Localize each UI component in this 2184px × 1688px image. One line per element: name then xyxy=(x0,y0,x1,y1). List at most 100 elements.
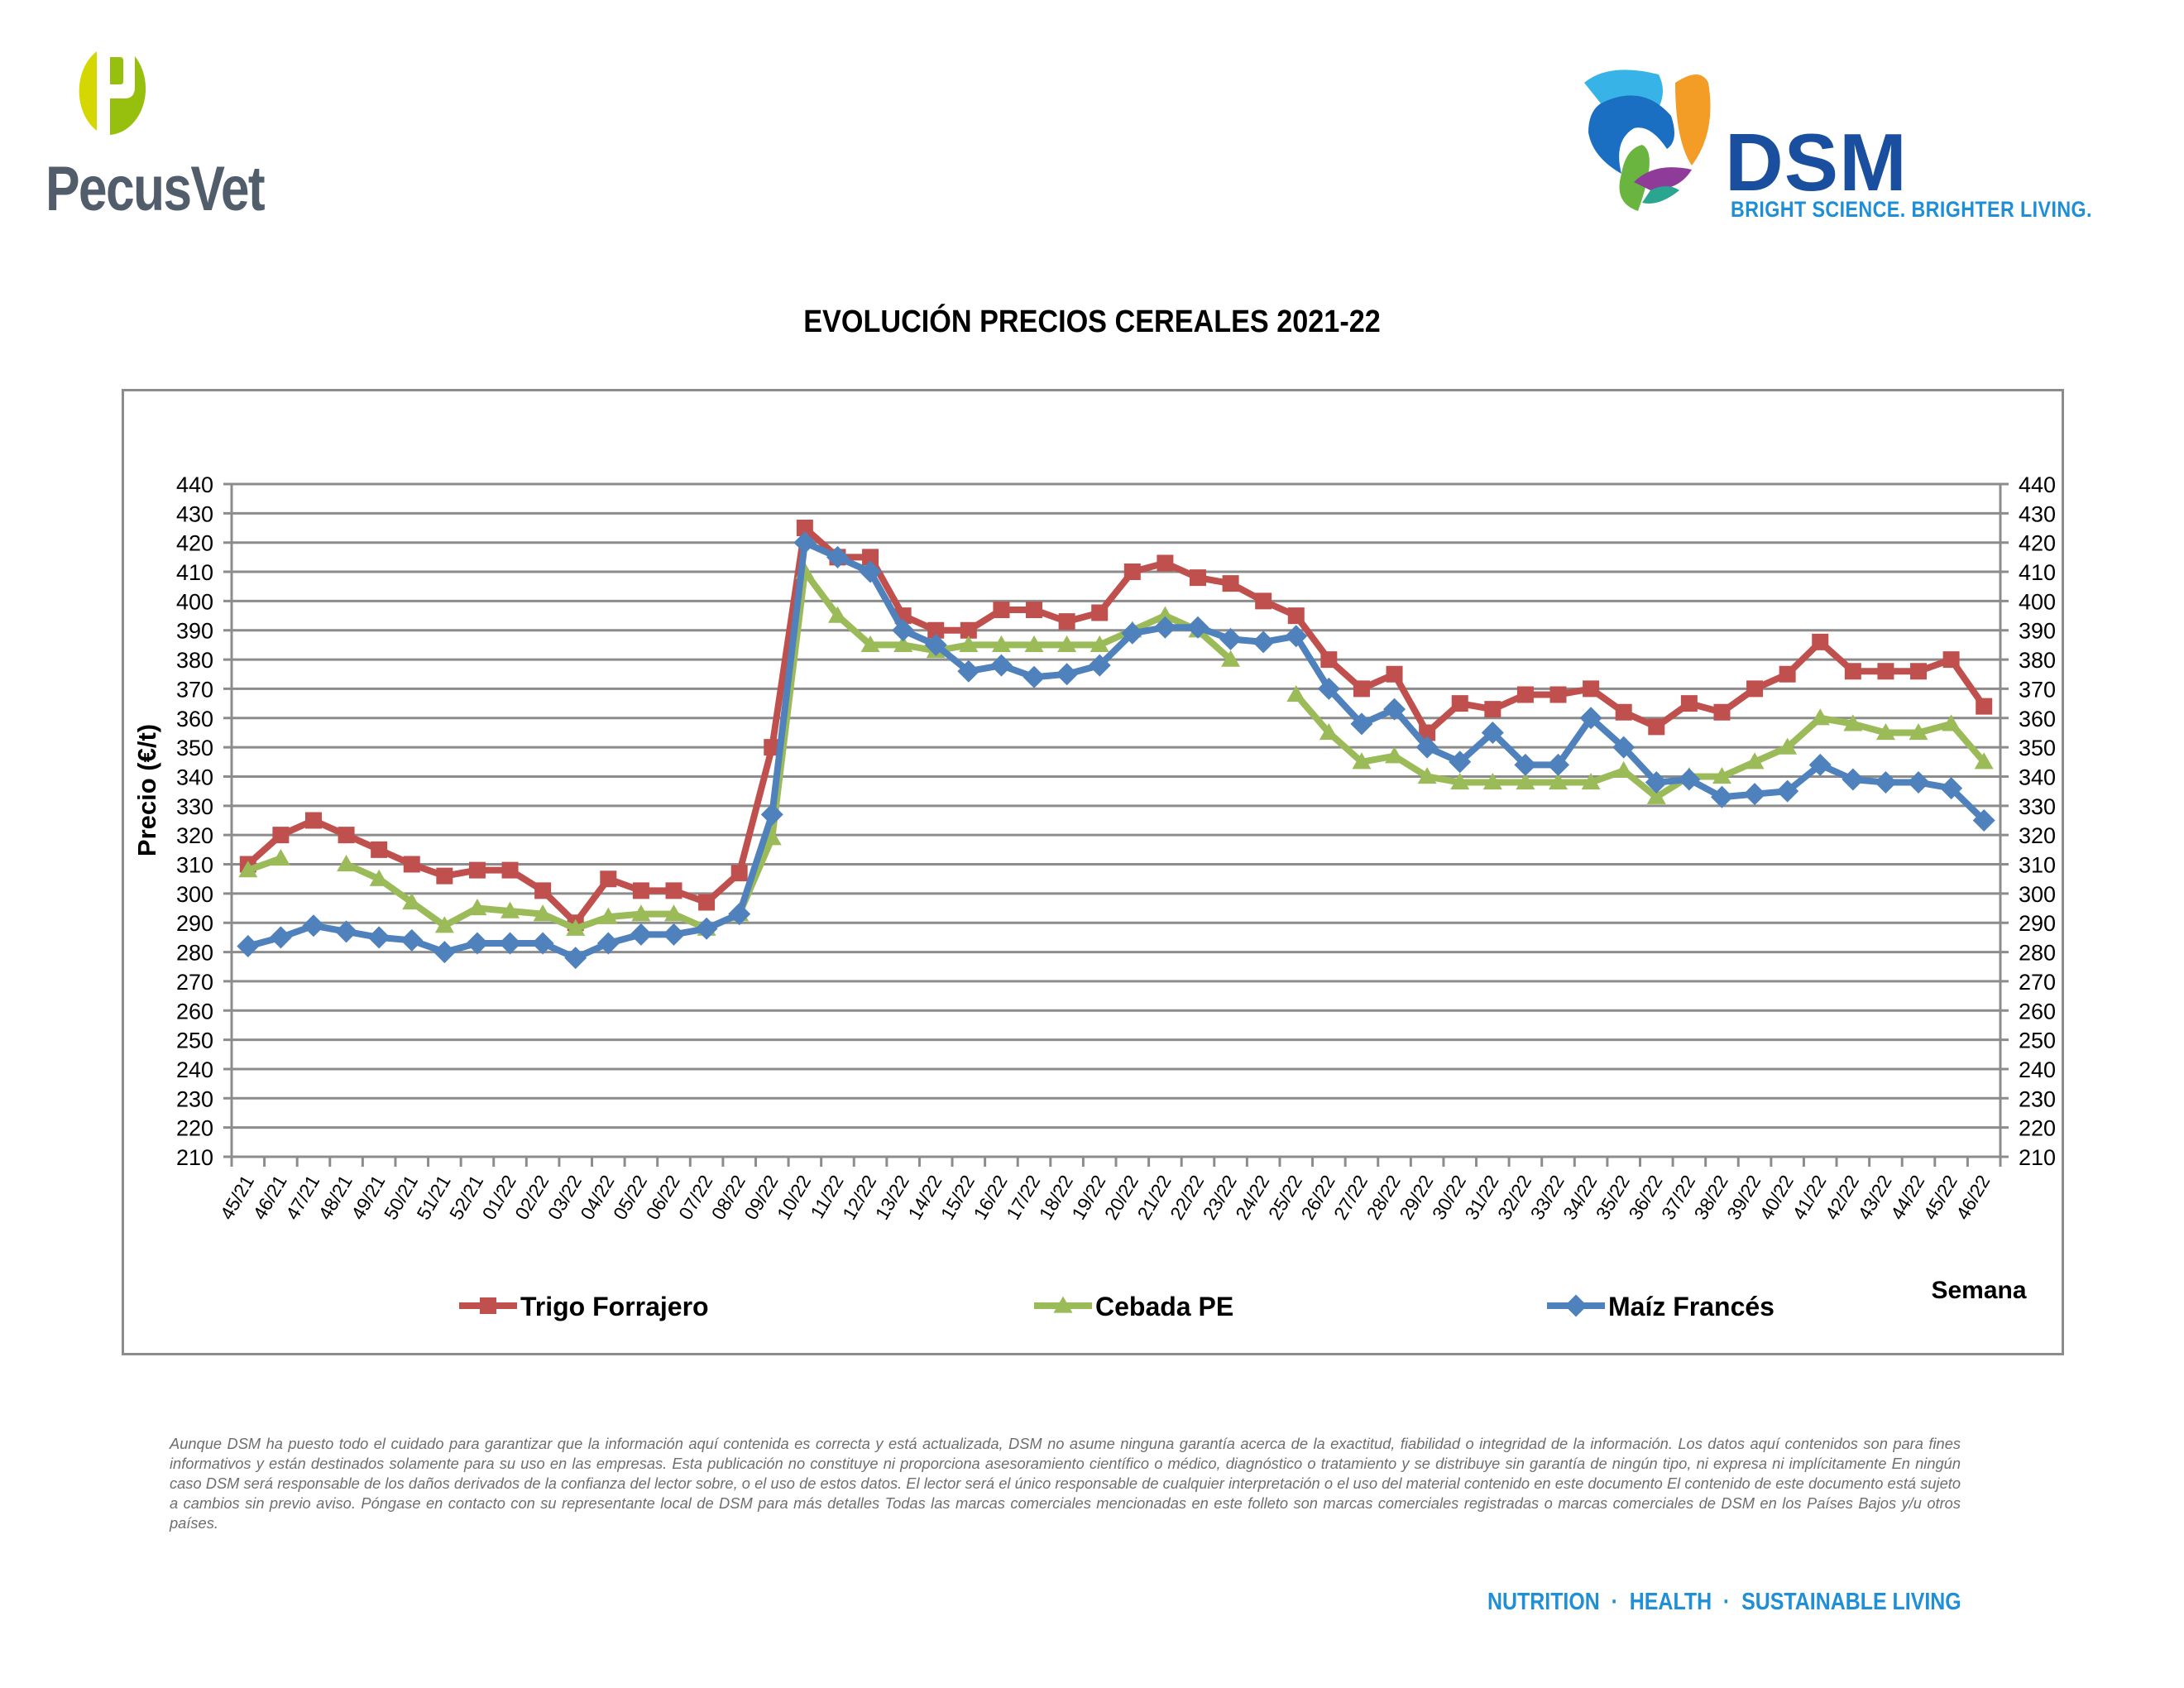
x-axis-label: Semana xyxy=(1931,1277,2026,1304)
data-point xyxy=(1056,663,1079,686)
x-tick-label: 30/22 xyxy=(1428,1172,1470,1224)
y-tick-label-right: 300 xyxy=(2019,882,2056,907)
data-point xyxy=(1024,635,1044,653)
data-point xyxy=(1875,722,1895,741)
data-point xyxy=(1648,718,1665,736)
y-axis-label: Precio (€/t) xyxy=(132,724,161,856)
data-point xyxy=(436,867,453,885)
data-point xyxy=(269,926,292,949)
data-point xyxy=(1320,651,1338,669)
y-tick-label-left: 370 xyxy=(176,677,213,702)
y-tick-label-right: 420 xyxy=(2019,531,2056,556)
x-tick-label: 42/22 xyxy=(1821,1172,1863,1224)
y-tick-label-right: 230 xyxy=(2019,1086,2056,1111)
data-point xyxy=(304,812,322,829)
data-point xyxy=(1746,680,1764,698)
disclaimer-text: Aunque DSM ha puesto todo el cuidado par… xyxy=(170,1435,1961,1532)
data-point xyxy=(1484,701,1502,718)
pecusvet-logo-icon xyxy=(79,51,146,135)
y-tick-label-left: 400 xyxy=(176,589,213,614)
x-tick-label: 43/22 xyxy=(1853,1172,1895,1224)
data-point xyxy=(402,892,422,910)
data-point xyxy=(631,904,651,922)
y-tick-label-left: 320 xyxy=(176,823,213,848)
x-tick-label: 29/22 xyxy=(1395,1172,1437,1224)
y-tick-label-right: 410 xyxy=(2019,560,2056,585)
data-point xyxy=(1974,752,1994,770)
data-point xyxy=(271,848,290,866)
data-point xyxy=(1745,752,1765,770)
data-point xyxy=(1123,563,1141,581)
y-tick-label-right: 310 xyxy=(2019,853,2056,878)
data-point xyxy=(403,856,420,873)
x-tick-label: 03/22 xyxy=(544,1172,586,1224)
data-point xyxy=(1942,651,1960,669)
y-axis-left-ticks: 440 430 420 410 400 390 380 370 360 350 340 330 320 3… xyxy=(176,472,213,1170)
data-point xyxy=(1058,613,1075,631)
data-point xyxy=(1057,635,1077,653)
y-tick-label-left: 420 xyxy=(176,531,213,556)
x-tick-label: 26/22 xyxy=(1296,1172,1339,1224)
x-tick-label: 48/21 xyxy=(314,1172,357,1224)
data-point xyxy=(1808,753,1832,776)
data-point xyxy=(957,659,980,683)
data-point xyxy=(1842,768,1865,791)
data-point xyxy=(762,828,782,846)
x-tick-label: 02/22 xyxy=(510,1172,553,1224)
x-tick-label: 27/22 xyxy=(1329,1172,1372,1224)
data-point xyxy=(764,739,781,756)
y-tick-label-right: 430 xyxy=(2019,501,2056,526)
y-tick-label-right: 370 xyxy=(2019,677,2056,702)
y-tick-label-right: 440 xyxy=(2019,472,2056,497)
data-point xyxy=(1386,665,1403,683)
data-point xyxy=(1417,766,1437,784)
data-point xyxy=(302,914,325,938)
data-point xyxy=(1222,575,1239,592)
y-tick-label-left: 250 xyxy=(176,1029,213,1053)
y-tick-label-left: 340 xyxy=(176,765,213,789)
data-point xyxy=(1317,677,1340,700)
y-tick-label-left: 310 xyxy=(176,853,213,878)
gridlines xyxy=(223,482,2009,1158)
y-tick-label-right: 340 xyxy=(2019,765,2056,789)
data-point xyxy=(1713,703,1731,721)
data-point xyxy=(893,635,913,653)
x-tick-label: 07/22 xyxy=(674,1172,716,1224)
data-point xyxy=(663,923,685,946)
data-point xyxy=(466,932,489,955)
chart-title: EVOLUCIÓN PRECIOS CEREALES 2021-22 xyxy=(803,305,1381,339)
y-tick-label-left: 260 xyxy=(176,999,213,1024)
data-point xyxy=(1877,663,1894,680)
x-tick-label: 40/22 xyxy=(1755,1172,1798,1224)
x-tick-label: 34/22 xyxy=(1559,1172,1601,1224)
axes xyxy=(230,484,2002,1167)
data-point xyxy=(1451,695,1468,712)
data-point xyxy=(1286,685,1306,703)
x-tick-label: 12/22 xyxy=(838,1172,880,1224)
x-tick-label: 18/22 xyxy=(1035,1172,1077,1224)
series-cebada-pe xyxy=(238,562,1994,936)
data-point xyxy=(1481,721,1504,744)
data-point xyxy=(238,861,258,878)
data-point xyxy=(1549,686,1567,703)
data-point xyxy=(1907,771,1930,794)
data-point xyxy=(1186,616,1209,639)
data-point xyxy=(1285,625,1308,648)
x-tick-label: 19/22 xyxy=(1067,1172,1109,1224)
data-point xyxy=(1385,746,1405,764)
x-tick-label: 46/22 xyxy=(1952,1172,1994,1224)
legend: Trigo Forrajero Cebada PE Maíz Francés xyxy=(459,1292,1774,1321)
data-point xyxy=(1352,752,1372,770)
data-point xyxy=(1579,707,1602,730)
x-tick-label: 28/22 xyxy=(1363,1172,1405,1224)
data-point xyxy=(1812,633,1829,650)
y-tick-label-left: 290 xyxy=(176,911,213,936)
data-point xyxy=(531,932,554,955)
data-point xyxy=(860,635,880,653)
x-tick-label: 38/22 xyxy=(1689,1172,1731,1224)
data-point xyxy=(1255,592,1272,610)
data-point xyxy=(728,903,751,926)
x-tick-label: 31/22 xyxy=(1460,1172,1502,1224)
data-point xyxy=(1549,773,1568,790)
